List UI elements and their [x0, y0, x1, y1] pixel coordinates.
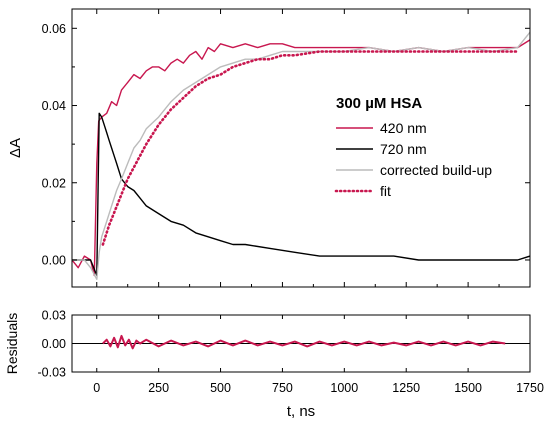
residuals-x-tick-label: 1500	[454, 381, 482, 395]
residuals-y-axis-label: Residuals	[4, 313, 20, 374]
main-chart-panel: 0.00 0.02 0.04 0.06 ΔA 300 µM HSA 420 nm 720 nm…	[7, 8, 531, 288]
residuals-y-tick-label: 0.03	[42, 309, 66, 323]
residuals-x-tick-label: 250	[148, 381, 169, 395]
residuals-chart-panel: 0 250 500 750 1000 1250 1500 1750 -0.03 0.00 0.03 R…	[4, 309, 544, 421]
residuals-x-tick-label: 1250	[392, 381, 420, 395]
legend-label: 720 nm	[380, 141, 427, 157]
residuals-y-tick-label: -0.03	[38, 366, 67, 380]
residuals-x-axis-label: t, ns	[287, 403, 315, 420]
residuals-y-tick-label: 0.00	[42, 337, 66, 351]
residuals-x-tick-label: 1000	[330, 381, 358, 395]
main-y-tick-label: 0.06	[42, 22, 66, 36]
main-y-tick-label: 0.00	[42, 253, 66, 267]
legend-label: fit	[380, 183, 391, 199]
main-series-420-nm	[72, 39, 530, 277]
legend-label: 420 nm	[380, 120, 427, 136]
residuals-series-residuals	[102, 334, 506, 350]
main-series-720-nm	[72, 112, 530, 277]
residuals-x-tick-label: 500	[210, 381, 231, 395]
residuals-x-tick-label: 1750	[516, 381, 544, 395]
main-y-tick-label: 0.04	[42, 99, 66, 113]
residuals-x-tick-label: 750	[272, 381, 293, 395]
legend-label: corrected build-up	[380, 162, 492, 178]
main-series-fit	[101, 50, 519, 246]
legend-title: 300 µM HSA	[336, 95, 422, 112]
residuals-x-tick-label: 0	[93, 381, 100, 395]
legend: 300 µM HSA 420 nm 720 nm corrected build-up…	[334, 95, 492, 199]
main-y-tick-label: 0.02	[42, 176, 66, 190]
main-axis-frame	[71, 8, 531, 288]
main-y-axis-label: ΔA	[7, 138, 24, 158]
